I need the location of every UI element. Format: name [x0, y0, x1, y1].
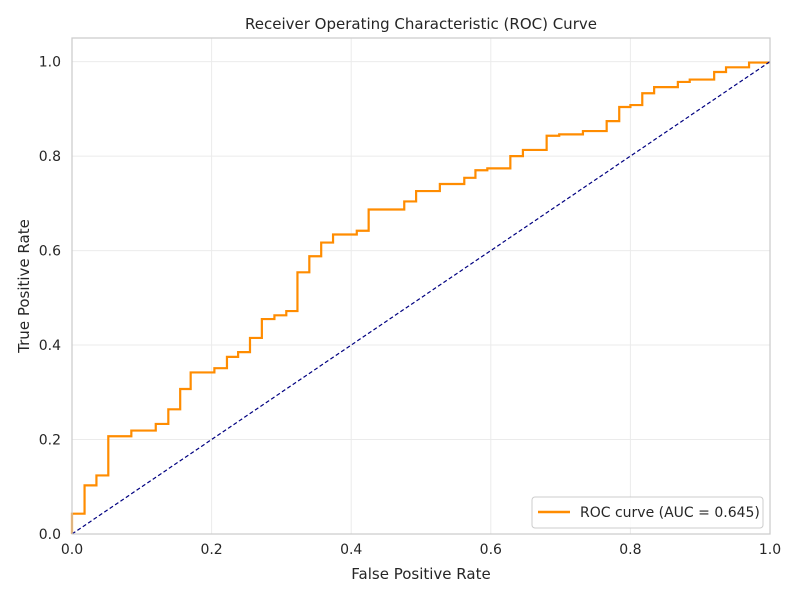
chart-title: Receiver Operating Characteristic (ROC) …	[245, 15, 597, 33]
tick-labels: 0.0 0.2 0.4 0.6 0.8 1.0 0.0 0.2 0.4 0.6 0.8 1.0	[39, 55, 781, 558]
x-tick-label: 0.6	[480, 542, 502, 558]
y-tick-label: 0.4	[39, 338, 61, 354]
x-axis-label: False Positive Rate	[351, 565, 490, 583]
y-tick-label: 0.2	[39, 433, 61, 449]
x-tick-label: 0.8	[619, 542, 641, 558]
plot-frame	[71, 37, 771, 535]
diagonal-reference-line	[71, 61, 771, 535]
legend-box	[531, 496, 764, 529]
y-axis-label: True Positive Rate	[15, 219, 33, 354]
series-layer	[70, 61, 771, 535]
x-tick-label: 0.4	[340, 542, 362, 558]
y-tick-label: 1.0	[39, 55, 61, 71]
y-tick-label: 0.6	[39, 244, 61, 260]
x-tick-label: 1.0	[759, 542, 781, 558]
roc-curve-line	[70, 61, 770, 534]
grid-lines	[71, 38, 771, 535]
y-tick-label: 0.8	[39, 149, 61, 165]
legend-entry-roc: ROC curve (AUC = 0.645)	[580, 505, 760, 521]
x-tick-label: 0.0	[61, 542, 83, 558]
x-tick-label: 0.2	[200, 542, 222, 558]
y-tick-label: 0.0	[39, 527, 61, 543]
legend: ROC curve (AUC = 0.645)	[531, 496, 764, 529]
